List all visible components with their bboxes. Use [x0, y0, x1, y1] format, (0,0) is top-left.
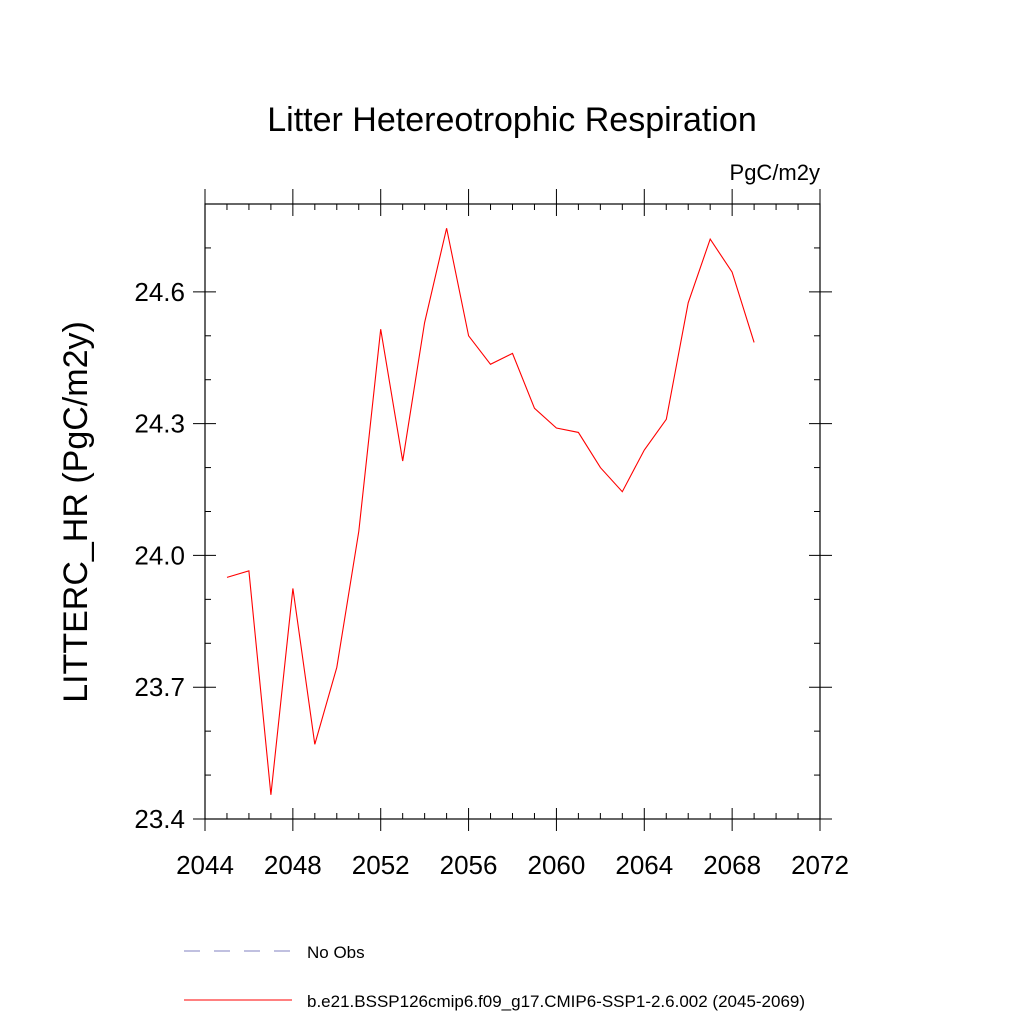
- x-tick-label: 2064: [615, 850, 673, 880]
- x-tick-label: 2068: [703, 850, 761, 880]
- y-tick-label: 24.3: [134, 409, 185, 439]
- legend-label: b.e21.BSSP126cmip6.f09_g17.CMIP6-SSP1-2.…: [307, 992, 805, 1011]
- units-label: PgC/m2y: [730, 160, 820, 185]
- x-tick-label: 2056: [440, 850, 498, 880]
- plot-frame: [204, 203, 821, 820]
- y-tick-label: 24.6: [134, 277, 185, 307]
- y-axis-label: LITTERC_HR (PgC/m2y): [57, 321, 95, 703]
- series-line: [226, 228, 755, 795]
- x-tick-label: 2060: [528, 850, 586, 880]
- legend: No Obs b.e21.BSSP126cmip6.f09_g17.CMIP6-S…: [184, 943, 805, 1011]
- chart-title: Litter Hetereotrophic Respiration: [267, 101, 756, 139]
- x-axis-tick-labels: 2044 2048 2052 2056 2060 2064 2068 2072: [176, 850, 849, 880]
- y-tick-label: 24.0: [134, 540, 185, 570]
- legend-label: No Obs: [307, 943, 365, 962]
- x-tick-label: 2052: [352, 850, 410, 880]
- data-series: [226, 228, 755, 795]
- y-axis-tick-labels: 23.4 23.7 24.0 24.3 24.6: [134, 277, 185, 834]
- x-axis-ticks: [204, 189, 821, 831]
- y-tick-label: 23.7: [134, 672, 185, 702]
- y-tick-label: 23.4: [134, 804, 185, 834]
- x-tick-label: 2048: [264, 850, 322, 880]
- x-tick-label: 2072: [791, 850, 849, 880]
- y-axis-ticks: [193, 247, 832, 820]
- x-tick-label: 2044: [176, 850, 234, 880]
